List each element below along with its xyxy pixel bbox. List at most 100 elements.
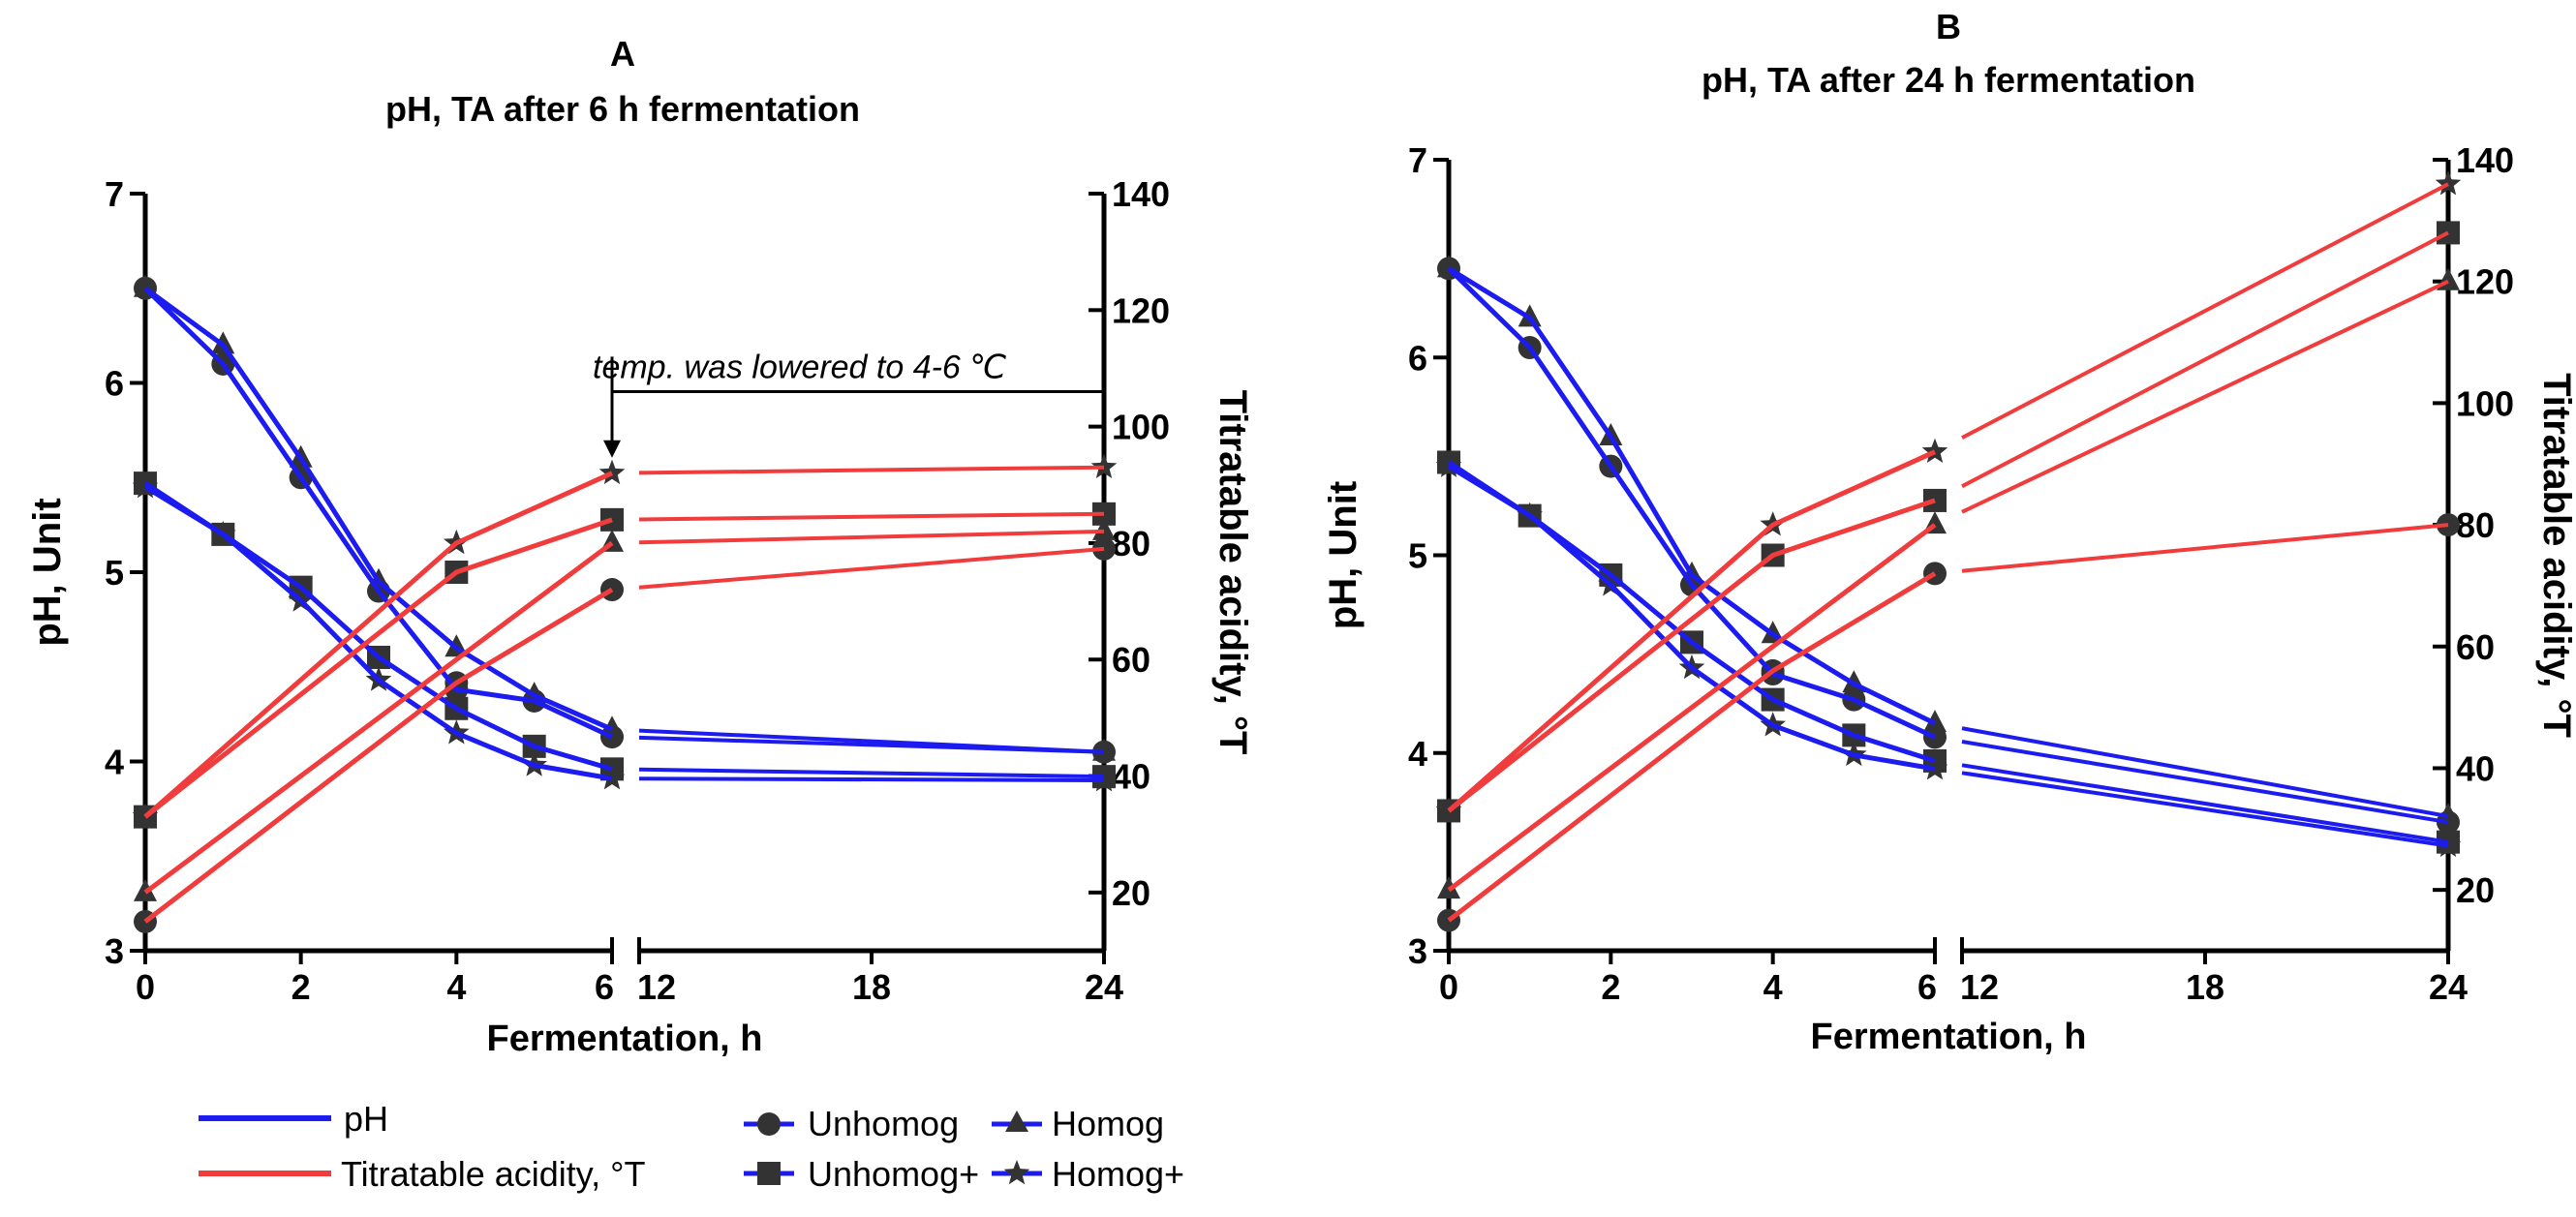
series-line-ta-homog (143, 540, 614, 895)
y-axis-label-right: Titratable acidity, °T (1211, 390, 1254, 755)
y-tick-label-right: 100 (2456, 383, 2514, 423)
panel-letter: B (1936, 7, 1961, 46)
x-axis-label: Fermentation, h (486, 1019, 762, 1059)
data-point-ph-homog (1092, 738, 1116, 761)
series-line-ta-unhomog (143, 587, 614, 924)
x-tick-label: 6 (595, 967, 614, 1007)
panel-letter: A (610, 34, 635, 74)
panel-a: ApH, TA after 6 h fermentation3456720406… (26, 34, 1254, 1059)
series-line-ta-homog-after-break (638, 529, 1105, 545)
y-tick-label-right: 120 (2456, 262, 2514, 302)
series-line-ph-homog-plus (1447, 464, 1936, 772)
y-axis-label-right: Titratable acidity, °T (2535, 373, 2576, 738)
legend-homog-marker (1005, 1111, 1028, 1132)
series-line-ta-homog-plus-after-break (1961, 182, 2449, 440)
x-tick-label: 2 (1601, 967, 1620, 1007)
series-line-ta-unhomog-plus (143, 517, 613, 819)
legend-unhomog-marker (757, 1112, 781, 1136)
series-line-ta-homog-plus (143, 471, 614, 819)
markers (1435, 170, 2462, 932)
series-line-ph-unhomog-plus-after-break (638, 767, 1105, 779)
series-line-ph-homog-plus-after-break (638, 776, 1105, 782)
data-point-ta-homog-plus (1090, 453, 1118, 478)
data-point-ta-unhomog-plus (600, 507, 624, 532)
series-line-ph-homog-plus (143, 484, 613, 781)
legend-unhomog-plus-marker (757, 1162, 781, 1185)
x-tick-label: 4 (1763, 967, 1783, 1007)
x-tick-label: 18 (852, 967, 891, 1007)
series-line-ta-unhomog-plus-after-break (638, 511, 1105, 522)
series-line-ta-unhomog (1447, 571, 1937, 923)
y-tick-label-right: 20 (2456, 870, 2495, 910)
y-tick-label-left: 7 (105, 174, 124, 214)
y-tick-label-right: 60 (2456, 627, 2495, 667)
legend-homog-plus-marker (1003, 1160, 1030, 1185)
annotation-arrowhead (603, 440, 621, 458)
y-tick-label-right: 60 (1112, 640, 1150, 680)
y-tick-label-left: 7 (1408, 140, 1427, 180)
y-tick-label-right: 80 (2456, 505, 2495, 545)
y-tick-label-right: 40 (2456, 748, 2495, 788)
series-line-ph-homog-after-break (638, 728, 1105, 754)
legend-ph-label: pH (344, 1099, 388, 1139)
x-tick-label: 2 (291, 967, 311, 1007)
chart-title: pH, TA after 6 h fermentation (385, 89, 860, 129)
legend: pH Titratable acidity, °T Unhomog Homog … (199, 1099, 1184, 1194)
x-tick-label: 24 (1085, 967, 1123, 1007)
y-tick-label-left: 4 (1408, 734, 1427, 774)
x-tick-label: 4 (446, 967, 466, 1007)
legend-unhomog-label: Unhomog (808, 1104, 959, 1143)
y-tick-label-left: 3 (105, 931, 124, 971)
series-line-ph-unhomog-plus-after-break (1961, 763, 2449, 844)
y-tick-label-left: 4 (105, 743, 124, 782)
chart-title: pH, TA after 24 h fermentation (1702, 60, 2195, 100)
data-point-ta-unhomog (1923, 562, 1947, 586)
x-tick-label: 12 (1960, 967, 1999, 1007)
series-line-ta-homog-plus (1447, 449, 1937, 813)
x-tick-label: 0 (1439, 967, 1458, 1007)
series-line-ta-unhomog-after-break (638, 546, 1105, 590)
series-line-ta-homog-after-break (1961, 279, 2449, 514)
y-tick-label-right: 20 (1112, 873, 1150, 913)
series-line-ph-unhomog (1447, 266, 1937, 740)
legend-unhomog-plus-label: Unhomog+ (808, 1154, 979, 1194)
data-point-ta-homog-plus (2435, 170, 2462, 196)
series-line-ta-unhomog-plus (1447, 498, 1936, 813)
data-point-ta-homog-plus (598, 459, 626, 485)
x-axis-label: Fermentation, h (1810, 1017, 2086, 1057)
y-tick-label-right: 40 (1112, 757, 1150, 797)
x-tick-label: 6 (1917, 967, 1937, 1007)
y-tick-label-left: 3 (1408, 931, 1427, 971)
x-tick-label: 0 (136, 967, 155, 1007)
data-point-ta-homog (1092, 517, 1116, 540)
legend-homog-label: Homog (1052, 1104, 1164, 1143)
series-line-ta-unhomog-plus-after-break (1961, 230, 2449, 489)
data-point-ta-unhomog (2437, 513, 2460, 537)
series-line-ph-homog-plus-after-break (1961, 771, 2449, 848)
series-line-ph-homog-after-break (1961, 726, 2449, 819)
y-tick-label-left: 6 (105, 364, 124, 404)
y-tick-label-left: 6 (1408, 338, 1427, 378)
y-tick-label-left: 5 (105, 553, 124, 593)
annotation-text: temp. was lowered to 4-6 ℃ (593, 350, 1006, 386)
data-point-ta-homog-plus (1921, 438, 1948, 463)
y-tick-label-right: 120 (1112, 290, 1170, 330)
y-axis-label-left: pH, Unit (1322, 481, 1365, 629)
series-line-ph-unhomog-after-break (1961, 740, 2449, 825)
x-tick-label: 24 (2429, 967, 2468, 1007)
legend-ta-label: Titratable acidity, °T (341, 1154, 646, 1194)
y-axis-label-left: pH, Unit (26, 498, 69, 646)
panel-b: BpH, TA after 24 h fermentation345672040… (1322, 7, 2576, 1057)
x-tick-label: 12 (637, 967, 676, 1007)
y-tick-label-right: 80 (1112, 524, 1150, 563)
y-tick-label-right: 140 (2456, 140, 2514, 180)
y-tick-label-right: 100 (1112, 408, 1170, 447)
series-line-ta-homog (1447, 523, 1937, 893)
x-tick-label: 18 (2186, 967, 2224, 1007)
series-line-ta-unhomog-after-break (1961, 523, 2449, 573)
series-line-ph-homog (1447, 266, 1937, 726)
series-line-ph-unhomog (143, 287, 614, 740)
series-line-ta-homog-plus-after-break (638, 465, 1105, 475)
